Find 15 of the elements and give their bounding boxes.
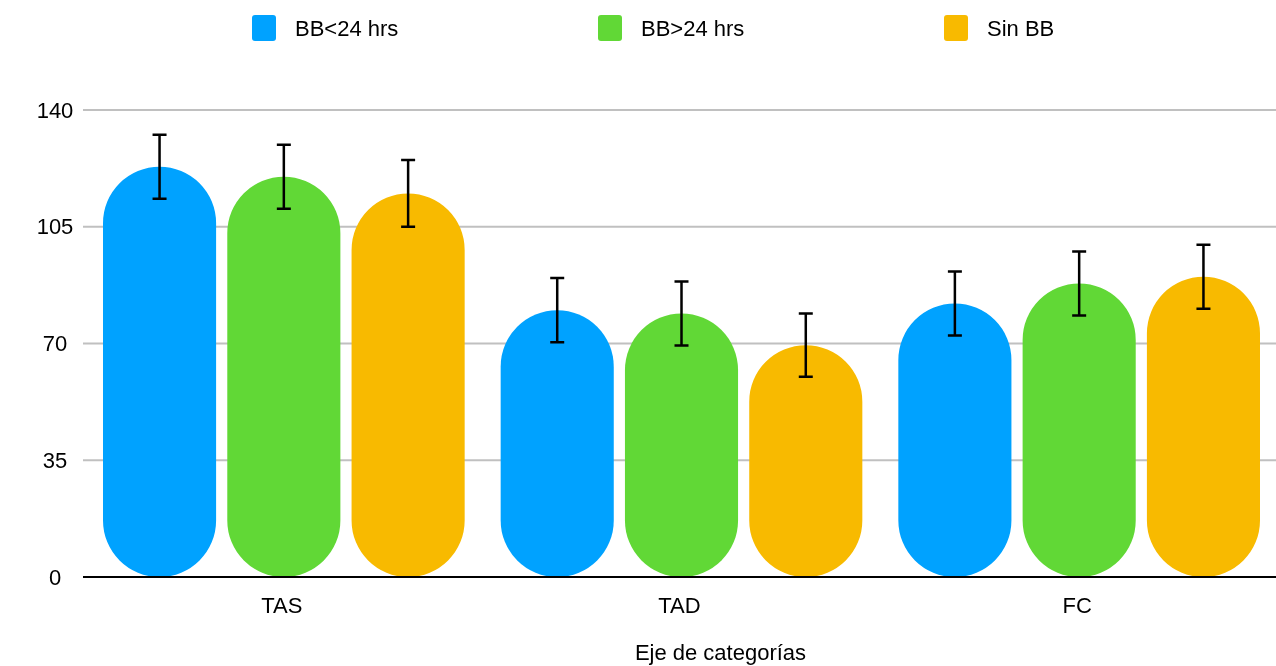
x-tick-label: TAD [658, 592, 701, 618]
y-tick-label: 140 [36, 97, 74, 123]
legend-label: BB>24 hrs [641, 16, 745, 41]
bar [103, 166, 217, 577]
y-tick-label: 35 [42, 447, 68, 473]
x-axis-title: Eje de categorías [634, 640, 807, 665]
y-tick-label: 70 [42, 331, 68, 357]
bar [227, 176, 341, 577]
y-tick-label: 0 [48, 564, 62, 590]
x-tick-label: TAS [261, 592, 303, 618]
legend-label: BB<24 hrs [295, 16, 399, 41]
y-tick-label: 105 [36, 214, 74, 240]
bar [351, 193, 465, 577]
x-tick-label: FC [1062, 592, 1092, 618]
legend-label: Sin BB [987, 16, 1055, 41]
